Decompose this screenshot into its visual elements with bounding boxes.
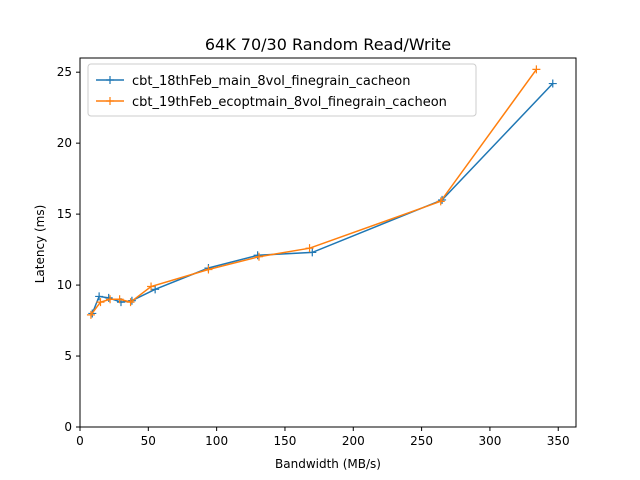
data-point xyxy=(151,285,160,294)
chart-title: 64K 70/30 Random Read/Write xyxy=(205,35,451,54)
y-tick-label: 5 xyxy=(64,349,72,363)
data-point xyxy=(305,244,314,253)
y-tick-label: 0 xyxy=(64,420,72,434)
plot-frame xyxy=(79,57,577,428)
data-point xyxy=(548,79,557,88)
x-tick-label: 100 xyxy=(205,434,228,448)
data-point xyxy=(147,282,156,291)
legend-label-2: cbt_19thFeb_ecoptmain_8vol_finegrain_cac… xyxy=(132,95,447,110)
data-point xyxy=(126,298,135,307)
y-tick-label: 15 xyxy=(57,207,72,221)
y-tick-label: 20 xyxy=(57,136,72,150)
series-line-1 xyxy=(91,82,554,314)
plot-area xyxy=(79,57,577,428)
x-axis-label: Bandwidth (MB/s) xyxy=(275,457,381,471)
y-axis-label: Latency (ms) xyxy=(33,205,47,284)
y-tick-label: 10 xyxy=(57,278,72,292)
x-tick-label: 150 xyxy=(274,434,297,448)
legend-marker-1 xyxy=(106,76,114,84)
data-point xyxy=(308,248,317,257)
data-point xyxy=(95,292,104,301)
legend-box xyxy=(87,63,477,117)
data-point xyxy=(104,293,113,302)
x-axis: 0 50 100 150 200 250 300 350 xyxy=(76,427,570,448)
data-point xyxy=(436,197,445,206)
data-point xyxy=(204,265,213,274)
x-tick-label: 0 xyxy=(76,434,84,448)
data-point xyxy=(115,295,124,304)
data-point xyxy=(253,251,262,260)
y-tick-label: 25 xyxy=(57,65,72,79)
x-tick-label: 300 xyxy=(478,434,501,448)
x-tick-label: 350 xyxy=(547,434,570,448)
data-point xyxy=(86,310,95,319)
x-tick-label: 50 xyxy=(141,434,156,448)
legend-marker-2 xyxy=(106,97,114,105)
legend-label-1: cbt_18thFeb_main_8vol_finegrain_cacheon xyxy=(132,74,410,89)
x-tick-label: 200 xyxy=(342,434,365,448)
data-point xyxy=(254,252,263,261)
x-tick-label: 250 xyxy=(410,434,433,448)
legend: cbt_18thFeb_main_8vol_finegrain_cacheonc… xyxy=(87,63,477,117)
data-point xyxy=(106,295,115,304)
y-axis: 0 5 10 15 20 25 xyxy=(57,65,80,434)
data-point xyxy=(96,298,105,307)
data-point xyxy=(532,65,541,74)
